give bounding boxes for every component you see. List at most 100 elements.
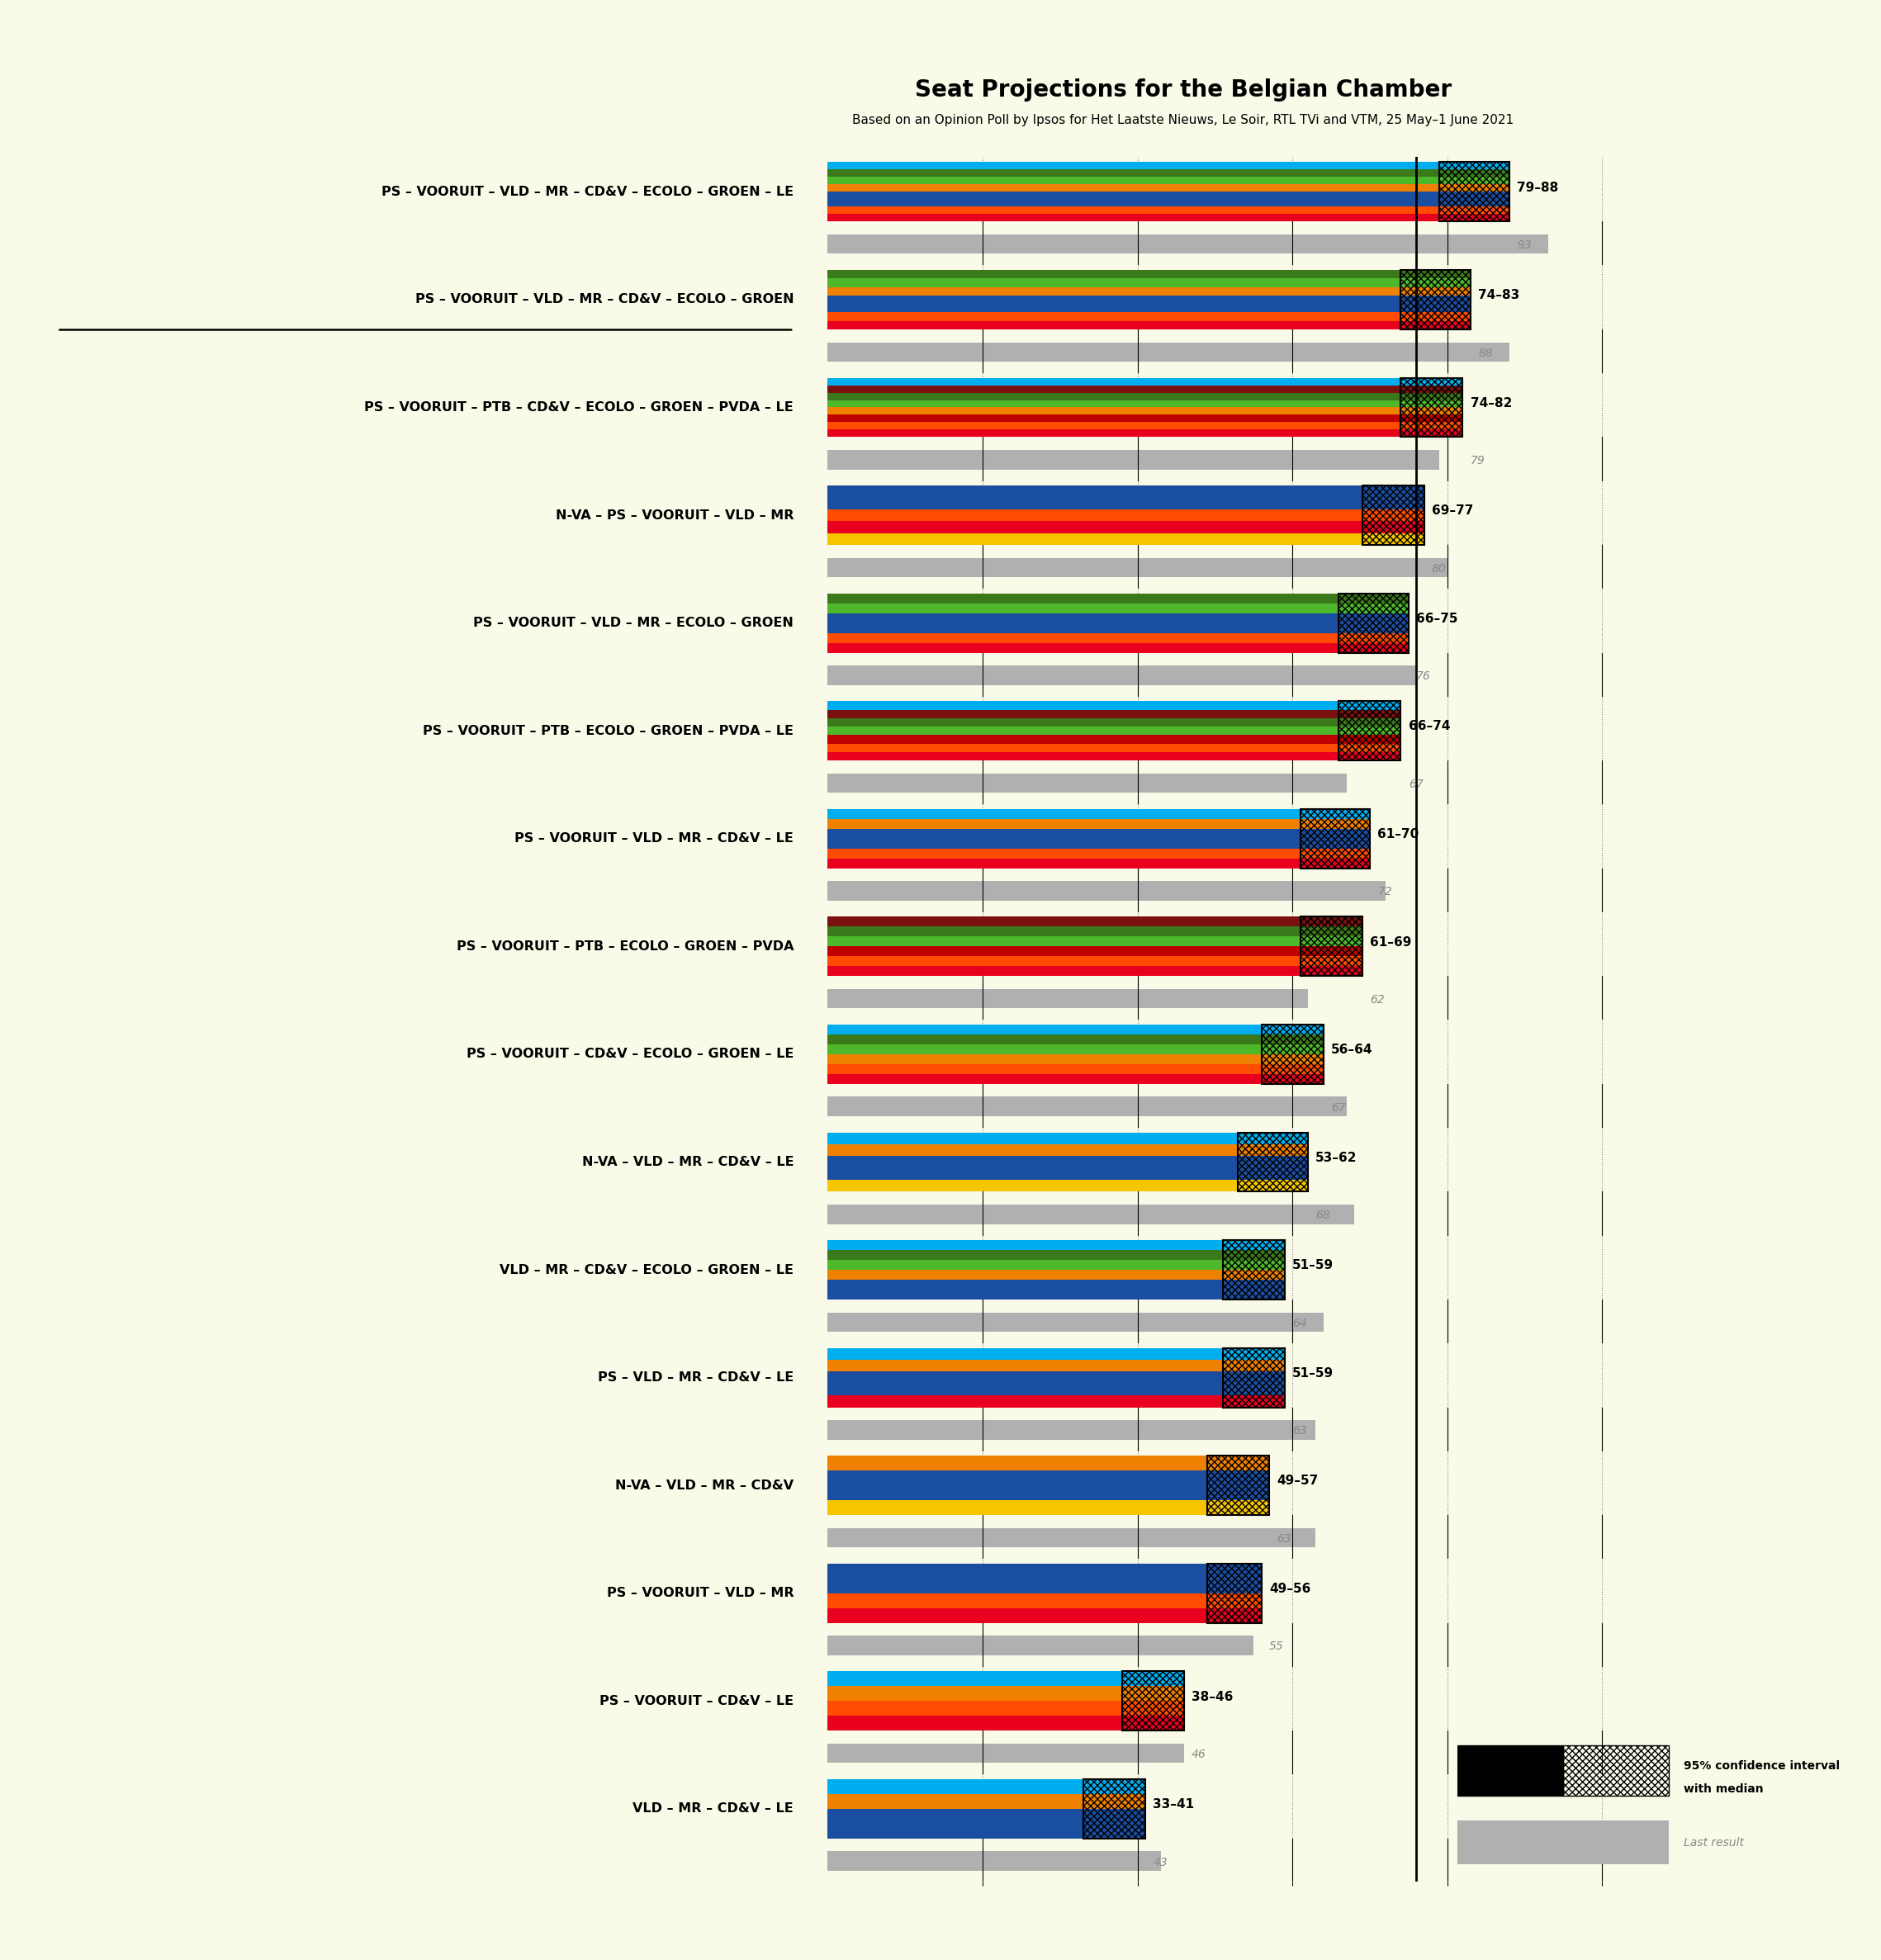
Bar xyxy=(828,710,1401,717)
Bar xyxy=(828,858,1369,868)
Bar xyxy=(828,343,1509,363)
Text: VLD – MR – CD&V – LE: VLD – MR – CD&V – LE xyxy=(632,1803,794,1815)
Text: 43: 43 xyxy=(1153,1856,1168,1868)
Text: 63: 63 xyxy=(1292,1425,1307,1437)
Bar xyxy=(828,1564,1262,1578)
Text: N-VA – VLD – MR – CD&V – LE: N-VA – VLD – MR – CD&V – LE xyxy=(581,1156,794,1168)
Bar xyxy=(828,1593,1262,1607)
Bar xyxy=(828,1780,1146,1793)
Bar xyxy=(828,1098,1347,1117)
Bar xyxy=(828,1260,1285,1270)
Bar xyxy=(828,927,1362,937)
Text: VLD – MR – CD&V – ECOLO – GROEN – LE: VLD – MR – CD&V – ECOLO – GROEN – LE xyxy=(500,1264,794,1276)
Text: 67: 67 xyxy=(1409,778,1424,790)
Bar xyxy=(828,1529,1315,1548)
Text: PS – VOORUIT – VLD – MR: PS – VOORUIT – VLD – MR xyxy=(606,1588,794,1599)
Bar xyxy=(828,286,1471,296)
Bar xyxy=(828,1054,1324,1064)
Bar xyxy=(828,1715,1183,1731)
Bar xyxy=(828,774,1347,794)
Bar xyxy=(828,408,1463,416)
Text: PS – VOORUIT – VLD – MR – CD&V – ECOLO – GROEN – LE: PS – VOORUIT – VLD – MR – CD&V – ECOLO –… xyxy=(382,186,794,198)
Text: PS – VOORUIT – VLD – MR – ECOLO – GROEN: PS – VOORUIT – VLD – MR – ECOLO – GROEN xyxy=(474,617,794,629)
Bar xyxy=(828,171,1509,176)
Bar xyxy=(828,321,1471,329)
Text: 95% confidence interval: 95% confidence interval xyxy=(1683,1760,1840,1772)
Text: 79: 79 xyxy=(1471,455,1486,466)
Bar xyxy=(828,206,1509,214)
Bar xyxy=(828,1290,1285,1299)
Text: 66–74: 66–74 xyxy=(1409,721,1450,733)
Bar xyxy=(828,312,1471,321)
Text: 64: 64 xyxy=(1292,1317,1307,1329)
Text: 33–41: 33–41 xyxy=(1153,1799,1194,1811)
Text: 49–56: 49–56 xyxy=(1270,1584,1311,1595)
Text: PS – VOORUIT – VLD – MR – CD&V – ECOLO – GROEN: PS – VOORUIT – VLD – MR – CD&V – ECOLO –… xyxy=(416,294,794,306)
Text: PS – VOORUIT – CD&V – LE: PS – VOORUIT – CD&V – LE xyxy=(600,1695,794,1707)
Bar xyxy=(828,270,1471,278)
Bar xyxy=(828,521,1424,533)
Bar xyxy=(828,937,1362,947)
Text: 56–64: 56–64 xyxy=(1332,1045,1373,1056)
Bar xyxy=(1401,378,1463,437)
Bar xyxy=(828,1074,1324,1084)
Bar xyxy=(1238,1133,1307,1192)
Bar xyxy=(828,1025,1324,1035)
Bar xyxy=(828,1578,1262,1593)
Bar xyxy=(828,966,1362,976)
Bar xyxy=(828,947,1362,956)
Text: 74–83: 74–83 xyxy=(1478,290,1520,302)
Bar xyxy=(828,604,1409,613)
Text: 46: 46 xyxy=(1193,1748,1206,1760)
Bar xyxy=(828,1360,1285,1372)
Bar xyxy=(828,163,1509,171)
Bar xyxy=(1458,1821,1668,1864)
Bar xyxy=(828,378,1463,386)
Bar xyxy=(828,1064,1324,1074)
Bar xyxy=(828,882,1384,902)
Bar xyxy=(828,809,1369,819)
Bar xyxy=(1121,1672,1183,1731)
Text: 61–69: 61–69 xyxy=(1369,937,1411,949)
Text: 88: 88 xyxy=(1478,347,1494,359)
Bar xyxy=(828,743,1401,753)
Bar xyxy=(828,1637,1253,1654)
Bar xyxy=(1300,917,1362,976)
Bar xyxy=(1339,594,1409,653)
Bar xyxy=(828,1348,1285,1360)
Bar xyxy=(828,1607,1262,1623)
Bar xyxy=(828,214,1509,221)
Bar xyxy=(828,392,1463,400)
Bar xyxy=(828,304,1471,312)
Bar xyxy=(828,1145,1307,1156)
Bar xyxy=(828,1686,1183,1701)
Bar xyxy=(828,1421,1315,1439)
Text: 66–75: 66–75 xyxy=(1416,613,1458,625)
Bar xyxy=(828,1250,1285,1260)
Text: N-VA – PS – VOORUIT – VLD – MR: N-VA – PS – VOORUIT – VLD – MR xyxy=(555,510,794,521)
Text: Last result: Last result xyxy=(1683,1837,1744,1848)
Text: 68: 68 xyxy=(1315,1209,1330,1221)
Bar xyxy=(828,559,1446,578)
Bar xyxy=(828,666,1416,686)
Text: 69–77: 69–77 xyxy=(1431,506,1473,517)
Bar xyxy=(828,1823,1146,1838)
Bar xyxy=(828,1156,1307,1168)
Text: 53–62: 53–62 xyxy=(1315,1152,1358,1164)
Bar xyxy=(828,235,1548,255)
Bar xyxy=(828,1180,1307,1192)
Bar xyxy=(1208,1564,1262,1623)
Text: 74–82: 74–82 xyxy=(1471,398,1512,410)
Bar xyxy=(828,1241,1285,1250)
Bar xyxy=(828,1396,1285,1407)
Bar xyxy=(828,643,1409,653)
Text: 79–88: 79–88 xyxy=(1516,182,1559,194)
Text: PS – VOORUIT – CD&V – ECOLO – GROEN – LE: PS – VOORUIT – CD&V – ECOLO – GROEN – LE xyxy=(466,1049,794,1060)
Bar xyxy=(828,717,1401,727)
Bar xyxy=(1401,270,1471,329)
Bar xyxy=(1362,486,1424,545)
Bar xyxy=(828,956,1362,966)
Bar xyxy=(828,1205,1354,1223)
Bar xyxy=(828,1470,1270,1486)
Bar xyxy=(828,727,1401,735)
